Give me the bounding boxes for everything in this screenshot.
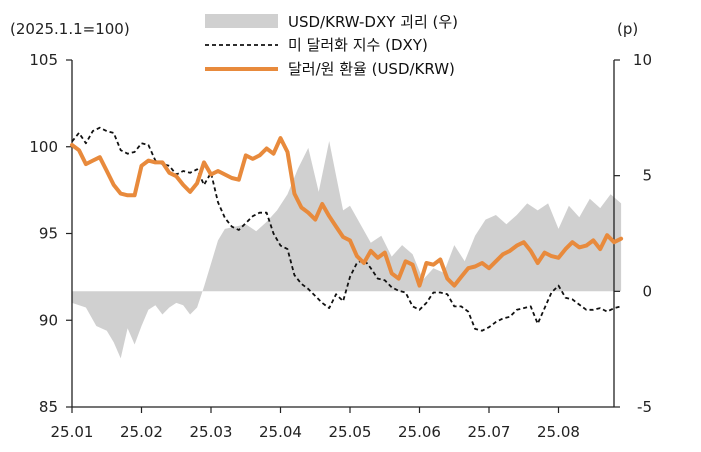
x-tick-label: 25.05	[329, 423, 372, 441]
left-axis-unit: (2025.1.1=100)	[10, 20, 130, 38]
x-tick-label: 25.07	[468, 423, 511, 441]
series-lines-layer	[70, 126, 624, 332]
x-tick-label: 25.03	[190, 423, 233, 441]
legend-label-spread: USD/KRW-DXY 괴리 (우)	[288, 13, 458, 31]
spread-area-layer	[72, 141, 622, 359]
series-krw-line	[70, 136, 624, 288]
x-tick-label: 25.04	[259, 423, 302, 441]
legend: USD/KRW-DXY 괴리 (우) 미 달러화 지수 (DXY) 달러/원 환…	[205, 13, 458, 78]
series-spread-area	[72, 141, 622, 359]
left-y-tick-label: 85	[39, 398, 58, 416]
right-axis-unit: (p)	[617, 20, 638, 38]
right-y-tick-label: -5	[637, 398, 652, 416]
x-tick-label: 25.06	[398, 423, 441, 441]
legend-label-krw: 달러/원 환율 (USD/KRW)	[288, 60, 455, 78]
x-tick-label: 25.01	[51, 423, 94, 441]
left-y-tick-label: 90	[39, 311, 58, 329]
left-y-tick-label: 95	[39, 225, 58, 243]
legend-swatch-spread	[205, 14, 278, 28]
right-y-tick-label: 5	[642, 167, 652, 185]
right-y-tick-label: 0	[642, 282, 652, 300]
right-y-tick-label: 10	[633, 51, 652, 69]
x-tick-label: 25.08	[537, 423, 580, 441]
legend-label-dxy: 미 달러화 지수 (DXY)	[288, 36, 428, 54]
left-y-tick-label: 105	[29, 51, 58, 69]
left-y-tick-label: 100	[29, 138, 58, 156]
x-tick-label: 25.02	[120, 423, 163, 441]
